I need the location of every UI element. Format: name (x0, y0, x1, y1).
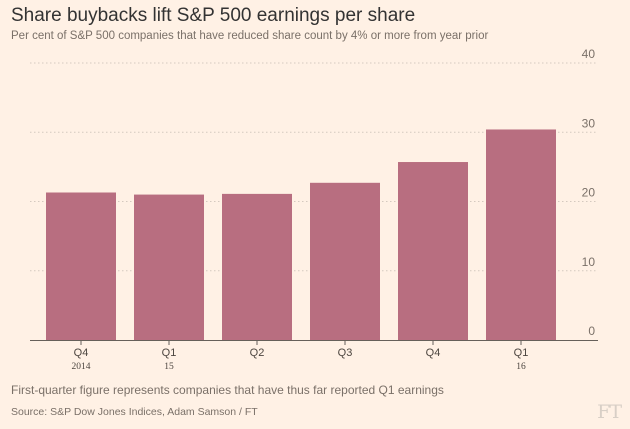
x-tick-label: Q1 (162, 347, 177, 359)
y-tick-label: 40 (582, 47, 596, 61)
bar (134, 194, 204, 340)
y-tick-label: 0 (588, 324, 595, 338)
x-tick-sublabel: 16 (516, 362, 526, 372)
x-tick-label: Q4 (426, 347, 441, 359)
bar (222, 193, 292, 340)
y-tick-label: 20 (582, 186, 596, 200)
chart-footnote: First-quarter figure represents companie… (11, 383, 444, 397)
x-tick-label: Q4 (74, 347, 89, 359)
chart-title: Share buybacks lift S&P 500 earnings per… (11, 5, 416, 26)
bar (46, 192, 116, 340)
y-tick-label: 30 (582, 116, 596, 130)
x-tick-label: Q2 (250, 347, 265, 359)
chart-source: Source: S&P Dow Jones Indices, Adam Sams… (11, 406, 258, 418)
x-tick-label: Q1 (514, 347, 529, 359)
x-tick-sublabel: 15 (164, 362, 174, 372)
bar (310, 182, 380, 340)
x-tick-sublabel: 2014 (72, 362, 91, 372)
bar (486, 129, 556, 340)
y-tick-label: 10 (582, 255, 596, 269)
x-tick-label: Q3 (338, 347, 353, 359)
chart-subtitle: Per cent of S&P 500 companies that have … (11, 30, 489, 42)
ft-logo: FT (597, 401, 622, 423)
bar (398, 162, 468, 340)
